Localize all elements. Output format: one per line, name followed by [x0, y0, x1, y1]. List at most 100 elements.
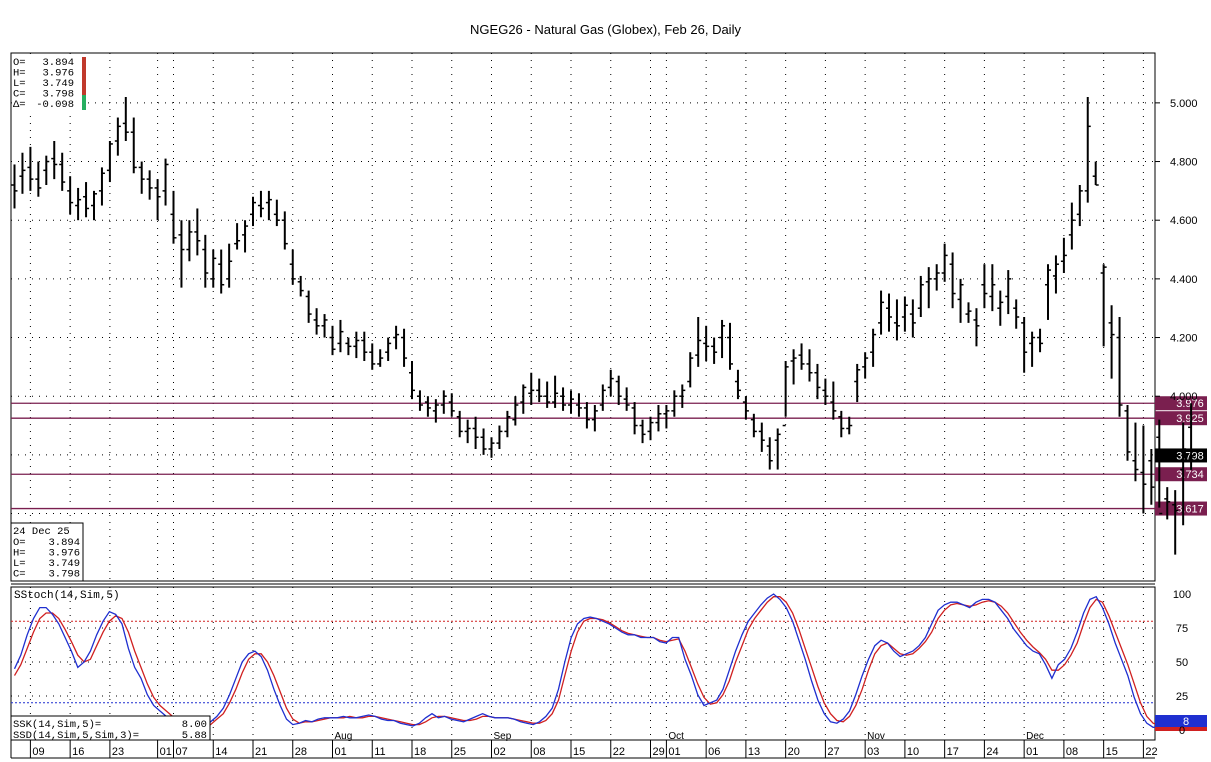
ohlc-bar [965, 302, 972, 323]
price-tick-label: 4.800 [1170, 157, 1198, 169]
ohlc-bar [623, 387, 630, 411]
ohlc-label: L= [13, 78, 26, 90]
x-tick-label: 01 [1026, 746, 1038, 758]
ohlc-bar [1188, 403, 1195, 470]
ohlc-bar [1156, 419, 1163, 515]
ohlc-bar [1060, 237, 1067, 273]
ohlc-bar [671, 390, 678, 417]
ohlc-bar [766, 437, 773, 470]
stoch-title: SStoch(14,Sim,5) [14, 590, 120, 602]
ohlc-bar [456, 410, 463, 438]
ohlc-bar [1068, 202, 1075, 250]
x-tick-label: 01 [160, 746, 172, 758]
ohlc-bar [806, 349, 813, 382]
ohlc-label: C= [13, 89, 26, 101]
ohlc-bar [281, 211, 288, 250]
x-tick-label: 28 [295, 746, 307, 758]
x-tick-label: 03 [867, 746, 879, 758]
ohlc-bar [957, 278, 964, 323]
ohlc-bar [941, 243, 948, 282]
ohlc-bar [1140, 425, 1147, 514]
ohlc-bar [536, 378, 543, 403]
ohlc-bar [98, 167, 105, 206]
ssk-label: SSK(14,Sim,5)= [13, 719, 101, 731]
x-tick-label: 08 [533, 746, 545, 758]
ohlc-bar [1148, 449, 1155, 505]
ssk-line [13, 593, 1192, 730]
ohlc-bar [19, 152, 26, 194]
ohlc-bar [138, 161, 145, 194]
x-tick-label: 25 [454, 746, 466, 758]
ohlc-bar [933, 264, 940, 291]
ohlc-bar [91, 190, 97, 221]
ohlc-bar [663, 405, 670, 429]
info-value: 3.798 [48, 569, 80, 581]
ohlc-bar [297, 275, 304, 297]
ohlc-bar [377, 349, 384, 367]
x-tick-label: 22 [1145, 746, 1157, 758]
month-label: Oct [668, 731, 684, 742]
ohlc-bar [369, 343, 376, 370]
x-tick-label: 15 [1106, 746, 1118, 758]
ohlc-bar [1092, 161, 1099, 186]
axes: 5.0004.8004.6004.4004.2004.0001007550250… [29, 98, 1198, 758]
ohlc-bar [361, 331, 368, 361]
ohlc-bar [1029, 331, 1036, 367]
level-badge [1155, 411, 1207, 426]
ohlc-bar [480, 428, 487, 455]
ohlc-bar [901, 296, 908, 332]
ohlc-bar [854, 363, 861, 403]
x-tick-label: 02 [494, 746, 506, 758]
ohlc-bar [448, 393, 455, 417]
ohlc-bar [488, 437, 495, 458]
ohlc-bar [202, 234, 209, 288]
support-resistance-lines: 3.976 3.925 3.734 3.617 3.798 [11, 396, 1207, 516]
ohlc-bar [997, 290, 1004, 326]
x-tick-label: 10 [907, 746, 919, 758]
ohlc-red-bar [82, 57, 86, 95]
ohlc-value: 3.749 [42, 78, 74, 90]
info-boxes: O= 3.894 H= 3.976 L= 3.749 C= 3.798 Δ= -0.098 24 D… [10, 56, 211, 742]
ohlc-bar [607, 369, 614, 397]
ohlc-value: -0.098 [36, 99, 74, 111]
ohlc-bar [83, 182, 90, 218]
price-tick-label: 5.000 [1170, 98, 1198, 110]
ohlc-bar [1124, 405, 1131, 461]
date-info-box [10, 522, 84, 582]
x-tick-label: 20 [788, 746, 800, 758]
ohlc-bar [226, 243, 233, 288]
ohlc-label: H= [13, 68, 26, 80]
ohlc-bar [1084, 97, 1091, 203]
ohlc-bar [520, 384, 527, 414]
ohlc-bar [162, 158, 169, 206]
ohlc-bar [1180, 422, 1187, 526]
ohlc-bar [424, 396, 431, 417]
ohlc-bar [1100, 264, 1107, 347]
price-tick-label: 4.000 [1170, 391, 1198, 403]
ohlc-label: Δ= [13, 99, 26, 111]
ohlc-bar [631, 402, 638, 435]
chart-frame [10, 52, 1156, 759]
ohlc-bar [67, 176, 74, 215]
ohlc-bar [1045, 264, 1051, 320]
ohlc-bar [321, 314, 328, 338]
stoch-panel-frame [10, 586, 1156, 741]
ohlc-bar [416, 390, 423, 411]
ohlc-bar [106, 141, 113, 183]
ohlc-bar [615, 375, 622, 405]
ohlc-bar [599, 384, 606, 411]
stoch-tick-label: 75 [1176, 623, 1188, 635]
level-label: 3.617 [1176, 504, 1204, 516]
ssk-badge [1155, 715, 1207, 727]
ohlc-label: O= [13, 57, 26, 69]
ohlc-bar [265, 190, 272, 221]
ohlc-bar [679, 384, 686, 408]
ohlc-bar [981, 264, 988, 309]
ohlc-bar [440, 390, 447, 414]
level-badge [1155, 396, 1207, 411]
ohlc-bar [750, 413, 757, 438]
stoch-tick-label: 50 [1176, 657, 1188, 669]
x-tick-label: 17 [947, 746, 959, 758]
x-tick-label: 13 [748, 746, 760, 758]
